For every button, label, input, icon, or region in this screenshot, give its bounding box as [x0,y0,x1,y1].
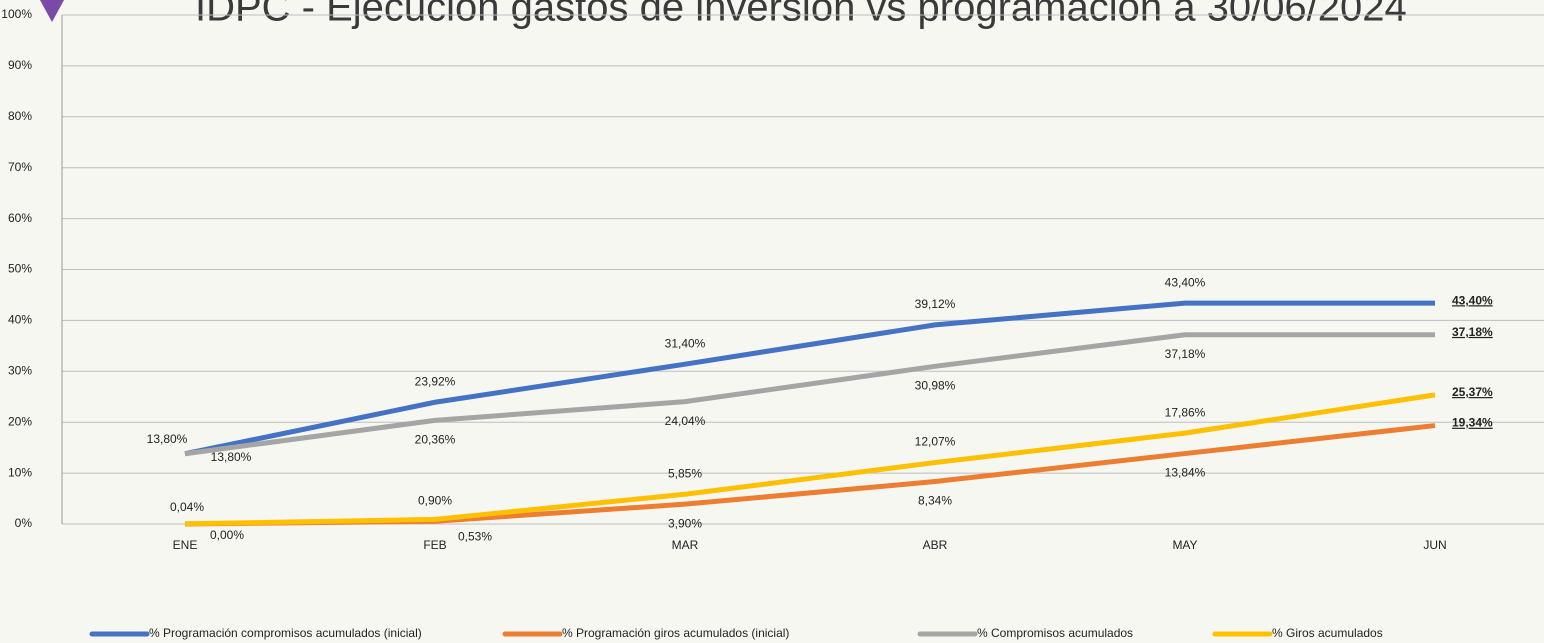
series-line [184,300,1435,457]
x-tick-label: ENE [173,538,198,552]
y-tick-label: 20% [8,414,32,428]
legend-label: % Giros acumulados [1272,626,1383,640]
data-label: 20,36% [415,433,456,447]
data-label: 39,12% [915,297,956,311]
data-label: 17,86% [1165,405,1206,419]
data-label: 19,34% [1452,416,1493,430]
legend-label: % Compromisos acumulados [977,626,1133,640]
x-tick-label: MAR [672,538,699,552]
series-line [184,392,1436,527]
data-label: 0,53% [458,529,492,543]
data-label: 37,18% [1165,347,1206,361]
y-tick-label: 50% [8,262,32,276]
data-label: 8,34% [918,494,952,508]
x-tick-label: MAY [1172,538,1197,552]
data-label: 37,18% [1452,325,1493,339]
data-label: 0,04% [170,500,204,514]
data-label: 13,84% [1165,466,1206,480]
y-tick-label: 80% [8,109,32,123]
y-tick-label: 0% [15,516,33,530]
data-label: 30,98% [915,378,956,392]
x-tick-label: ABR [923,538,948,552]
data-label: 3,90% [668,516,702,530]
data-label: 13,80% [147,432,188,446]
y-tick-label: 70% [8,160,32,174]
data-label: 43,40% [1452,293,1493,307]
data-label: 43,40% [1165,275,1206,289]
data-label: 12,07% [915,435,956,449]
y-tick-label: 40% [8,313,32,327]
data-label: 31,40% [665,336,706,350]
y-tick-label: 30% [8,363,32,377]
series-line [184,332,1435,457]
legend-label: % Programación compromisos acumulados (i… [149,626,422,640]
data-label: 24,04% [665,414,706,428]
x-tick-label: JUN [1423,538,1446,552]
y-tick-label: 100% [1,7,32,21]
logo [40,0,64,22]
legend-label: % Programación giros acumulados (inicial… [562,626,789,640]
data-label: 13,80% [211,450,252,464]
data-label: 25,37% [1452,385,1493,399]
x-tick-label: FEB [423,538,446,552]
y-tick-label: 90% [8,58,32,72]
data-label: 0,00% [210,528,244,542]
data-label: 5,85% [668,466,702,480]
y-tick-label: 60% [8,211,32,225]
y-tick-label: 10% [8,465,32,479]
data-label: 0,90% [418,494,452,508]
data-label: 23,92% [415,374,456,388]
